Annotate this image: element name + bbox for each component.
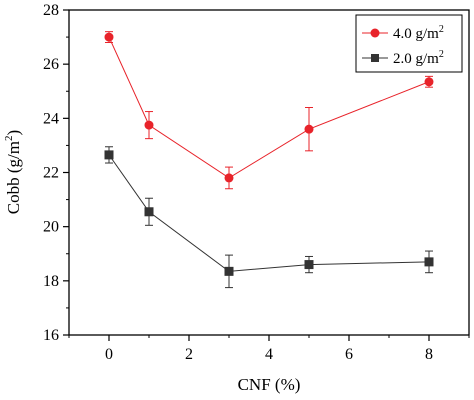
data-point: [304, 124, 314, 134]
y-tick-label: 20: [43, 219, 59, 236]
legend-label-4g-sup: 2: [439, 24, 444, 35]
data-point: [144, 207, 154, 217]
legend-marker-4g: [370, 28, 380, 38]
legend-box: [355, 14, 463, 73]
x-tick-label: 8: [425, 346, 433, 363]
y-axis-title-end: ): [4, 130, 23, 136]
data-point: [304, 260, 314, 270]
y-tick-label: 24: [43, 110, 59, 127]
y-tick-label: 26: [43, 56, 59, 73]
data-point: [424, 257, 434, 267]
series-0: [104, 31, 434, 190]
x-tick-label: 2: [185, 346, 193, 363]
data-point: [224, 173, 234, 183]
x-tick-label: 6: [345, 346, 353, 363]
legend: 4.0 g/m2 2.0 g/m2: [355, 14, 463, 73]
series-line: [108, 154, 430, 272]
data-point: [104, 32, 114, 42]
legend-label-2g: 2.0 g/m2: [393, 49, 444, 67]
legend-label-4g-text: 4.0 g/m: [393, 26, 439, 42]
data-point: [144, 120, 154, 130]
y-tick-label: 28: [43, 2, 59, 19]
y-axis-title: Cobb (g/m2): [3, 130, 23, 214]
x-axis-title: CNF (%): [238, 375, 301, 394]
series-layer: [104, 31, 434, 289]
data-point: [224, 266, 234, 276]
series-1: [104, 146, 434, 289]
y-axis-title-sup: 2: [3, 135, 15, 141]
y-tick-label: 18: [43, 273, 59, 290]
y-axis-title-main: Cobb (g/m: [4, 141, 23, 214]
legend-marker-2g: [371, 54, 379, 62]
x-tick-label: 4: [265, 346, 273, 363]
y-tick-label: 22: [43, 165, 59, 182]
y-tick-label: 16: [43, 327, 59, 344]
legend-label-2g-text: 2.0 g/m: [393, 51, 439, 67]
data-point: [104, 150, 114, 160]
legend-label-2g-sup: 2: [439, 49, 444, 60]
x-tick-label: 0: [105, 346, 113, 363]
data-point: [424, 77, 434, 87]
legend-label-4g: 4.0 g/m2: [393, 24, 444, 42]
